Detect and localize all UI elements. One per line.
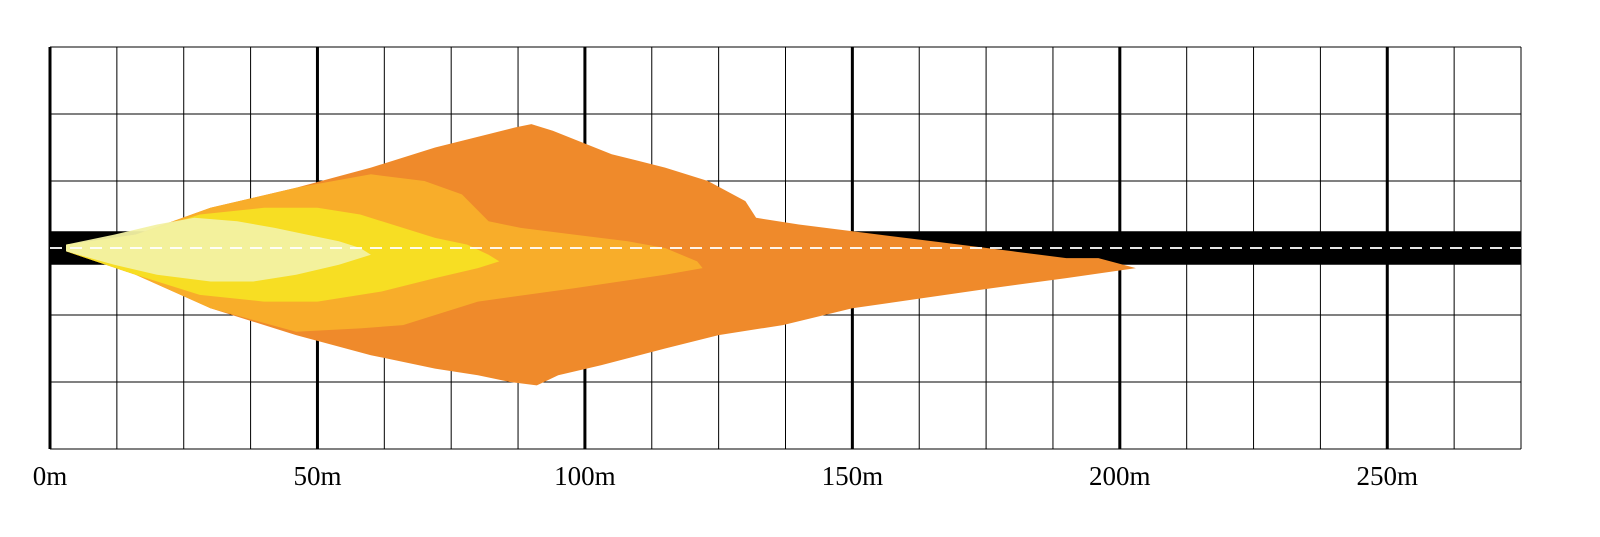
x-tick-label: 100m <box>554 461 616 491</box>
beam-area-4 <box>66 217 371 282</box>
x-tick-label: 0m <box>33 461 68 491</box>
x-tick-label: 150m <box>822 461 884 491</box>
beam-areas <box>66 124 1136 386</box>
x-tick-label: 50m <box>293 461 341 491</box>
x-tick-label: 200m <box>1089 461 1151 491</box>
x-axis-tick-labels: 0m 50m 100m 150m 200m 250m <box>33 461 1418 491</box>
x-tick-label: 250m <box>1357 461 1419 491</box>
